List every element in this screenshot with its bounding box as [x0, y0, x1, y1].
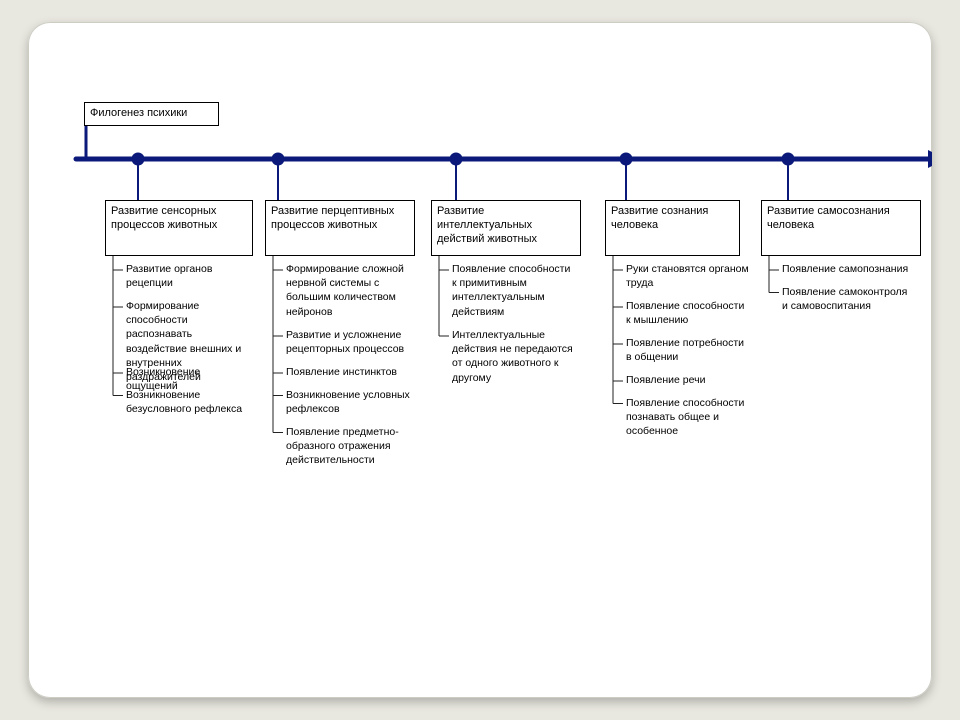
sub-item: Формирование сложной нервной системы с б… [286, 262, 410, 319]
diagram-card: Филогенез психики Развитие сенсорных про… [28, 22, 932, 698]
stage-label: Развитие сенсорных процессов животных [111, 205, 217, 231]
stage-box: Развитие сознания человека [605, 200, 740, 256]
stage-box: Развитие сенсорных процессов животных [105, 200, 253, 256]
title-text: Филогенез психики [90, 107, 187, 119]
sub-item: Развитие органов рецепции [126, 262, 250, 290]
stage-label: Развитие сознания человека [611, 205, 708, 231]
sub-item: Появление потребности в общении [626, 336, 750, 364]
stage-label: Развитие интеллектуальных действий живот… [437, 205, 537, 245]
stage-label: Развитие перцептивных процессов животных [271, 205, 394, 231]
stage-label: Развитие самосознания человека [767, 205, 890, 231]
sub-item: Появление инстинктов [286, 365, 410, 379]
sub-item: Появление способности к примитивным инте… [452, 262, 576, 319]
sub-item: Появление способности познавать общее и … [626, 396, 750, 439]
sub-item: Возникновение условных рефлексов [286, 388, 410, 416]
title-box: Филогенез психики [84, 102, 219, 126]
sub-item: Появление речи [626, 373, 750, 387]
sub-item: Появление самопознания [782, 262, 916, 276]
stage-box: Развитие самосознания человека [761, 200, 921, 256]
sub-item: Появление предметно-образного отражения … [286, 425, 410, 468]
sub-item: Возникновение безусловного рефлекса [126, 388, 250, 416]
sub-item: Развитие и усложнение рецепторных процес… [286, 328, 410, 356]
stage-box: Развитие перцептивных процессов животных [265, 200, 415, 256]
sub-item: Руки становятся органом труда [626, 262, 750, 290]
sub-item: Интеллектуальные действия не передаются … [452, 328, 576, 385]
stage-box: Развитие интеллектуальных действий живот… [431, 200, 581, 256]
sub-item: Появление способности к мышлению [626, 299, 750, 327]
sub-item: Появление самоконтроля и самовоспитания [782, 285, 916, 313]
